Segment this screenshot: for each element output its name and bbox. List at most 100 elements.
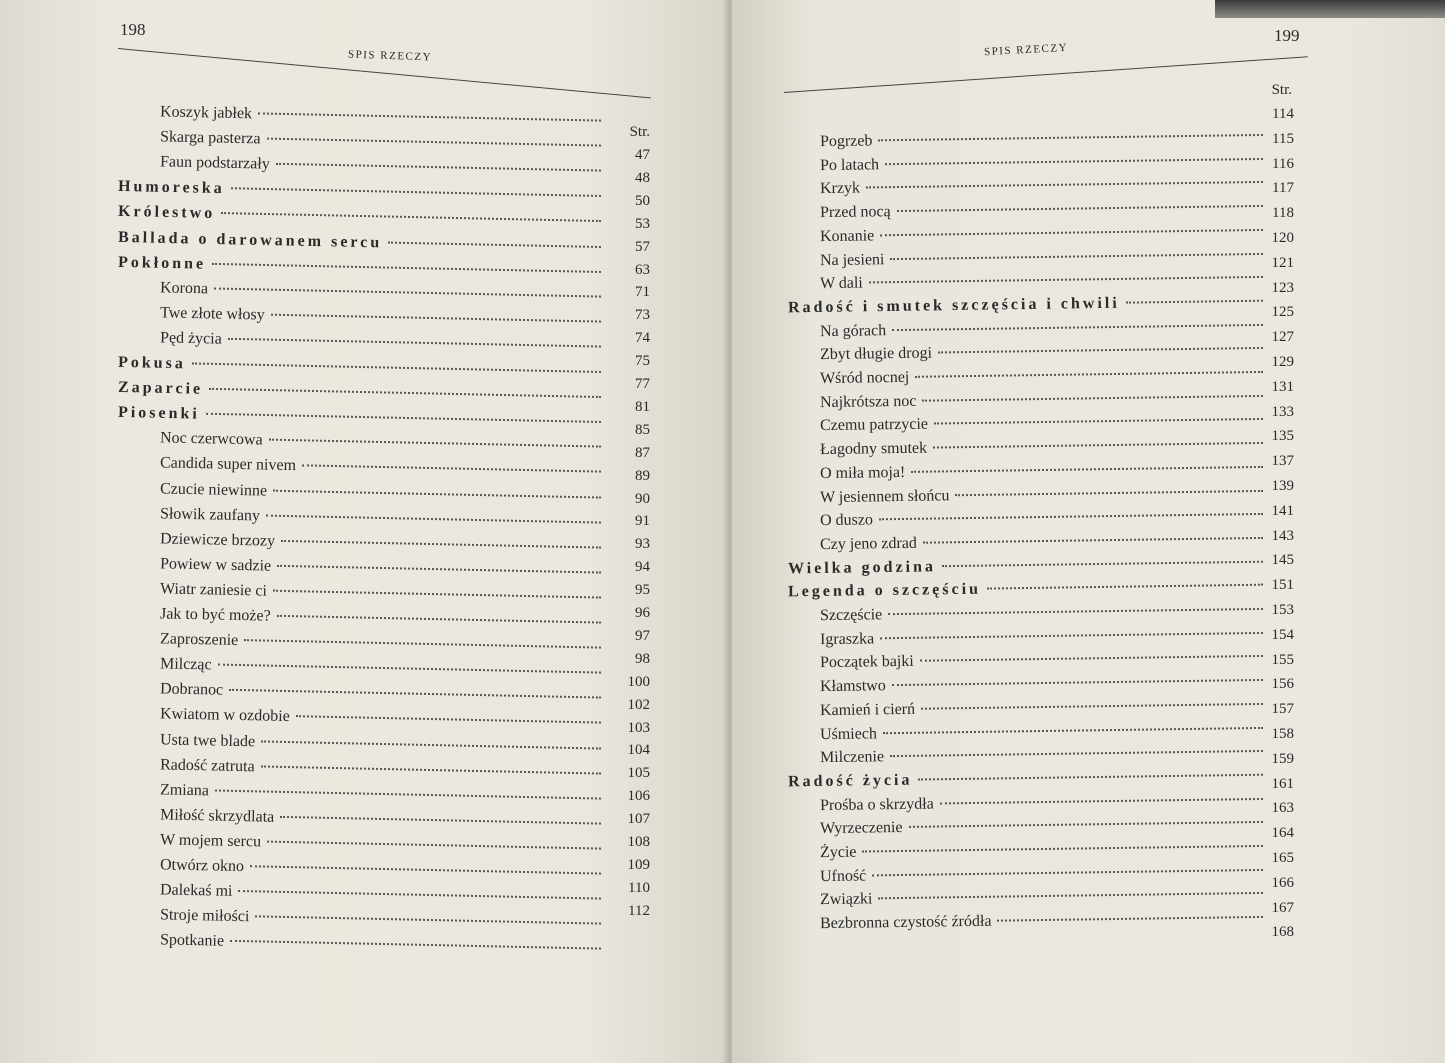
toc-entry-title: Powiew w sadzie bbox=[159, 555, 272, 575]
dot-leader bbox=[255, 915, 601, 925]
toc-page-number: 74 bbox=[635, 330, 650, 347]
toc-entry-title: Dziewicze brzozy bbox=[159, 530, 276, 550]
toc-entry-title: Szczęście bbox=[819, 606, 883, 625]
toc-entry-title: Zmiana bbox=[159, 781, 210, 800]
toc-entry: Pokłonne bbox=[118, 253, 605, 281]
toc-entry-title: Twe złote włosy bbox=[159, 304, 265, 324]
toc-entry: Po latach bbox=[820, 151, 1267, 175]
toc-entry: Miłość skrzydlata bbox=[160, 806, 605, 833]
toc-page-number: 141 bbox=[1271, 502, 1295, 519]
toc-entry-title: Krzyk bbox=[819, 179, 861, 198]
toc-page-number: 125 bbox=[1271, 304, 1295, 321]
dot-leader bbox=[258, 112, 601, 122]
toc-entry-title: Królestwo bbox=[117, 203, 216, 223]
toc-entry: Kwiatom w ozdobie bbox=[160, 706, 605, 733]
toc-page-number: 129 bbox=[1271, 354, 1295, 370]
toc-entry-title: Na górach bbox=[819, 321, 887, 340]
dot-leader bbox=[986, 584, 1263, 590]
toc-entry-title: O duszo bbox=[819, 511, 874, 530]
toc-entry-title: Prośba o skrzydła bbox=[819, 795, 934, 814]
toc-entry-title: Legenda o szczęściu bbox=[787, 580, 982, 601]
dot-leader bbox=[918, 773, 1263, 781]
toc-entry-title: O miła moja! bbox=[819, 463, 906, 482]
dot-leader bbox=[244, 639, 601, 649]
toc-page-number: 110 bbox=[628, 879, 650, 896]
toc-entry-title: Życie bbox=[819, 843, 857, 862]
toc-entry: Królestwo bbox=[118, 203, 605, 231]
toc-entry: Wiatr zaniesie ci bbox=[160, 580, 605, 607]
toc-page-number: 107 bbox=[627, 811, 651, 828]
toc-entry: Bezbronna czystość źródła bbox=[820, 909, 1267, 933]
toc-entry: Uśmiech bbox=[820, 719, 1267, 743]
toc-entry-title: Koszyk jabłek bbox=[159, 103, 253, 123]
toc-entry-title: Wyrzeczenie bbox=[819, 819, 903, 838]
toc-entry: Najkrótsza noc bbox=[820, 388, 1267, 412]
toc-entry: Dalekaś mi bbox=[160, 881, 605, 908]
dot-leader bbox=[266, 514, 601, 524]
dot-leader bbox=[878, 513, 1263, 521]
dot-leader bbox=[277, 564, 601, 574]
toc-entry-title: Radość zatruta bbox=[159, 755, 255, 775]
toc-entry-title: Milcząc bbox=[159, 655, 212, 674]
toc-page-number: 121 bbox=[1271, 254, 1295, 271]
toc-entry: Pokusa bbox=[118, 354, 605, 382]
toc-entry: Zbyt długie drogi bbox=[820, 340, 1267, 364]
toc-page-number: 47 bbox=[635, 147, 650, 163]
toc-page-number: 114 bbox=[1272, 106, 1294, 122]
dot-leader bbox=[878, 892, 1263, 900]
toc-entry: Wielka godzina bbox=[788, 553, 1267, 578]
toc-entry-title: Wiatr zaniesie ci bbox=[159, 580, 268, 600]
toc-entry: Krzyk bbox=[820, 174, 1267, 198]
dot-leader bbox=[273, 489, 601, 499]
toc-page-number: 103 bbox=[627, 719, 651, 736]
toc-page-number: 167 bbox=[1271, 899, 1295, 916]
toc-entry: Dziewicze brzozy bbox=[160, 530, 605, 557]
toc-page-number: 96 bbox=[635, 605, 650, 621]
toc-entry-title: Bezbronna czystość źródła bbox=[819, 912, 992, 933]
toc-page-number: 102 bbox=[627, 696, 651, 713]
toc-page-number: 157 bbox=[1271, 701, 1295, 718]
toc-page-number: 73 bbox=[635, 307, 650, 324]
toc-entry-title: Dobranoc bbox=[159, 680, 224, 699]
dot-leader bbox=[281, 539, 601, 549]
running-head: SPIS RZECZY bbox=[983, 41, 1069, 59]
dot-leader bbox=[908, 821, 1263, 829]
toc-page-number: 104 bbox=[627, 742, 651, 759]
toc-entry-title: Czucie niewinne bbox=[159, 479, 268, 500]
toc-page-number: 98 bbox=[635, 650, 650, 667]
dot-leader bbox=[214, 287, 601, 298]
toc-page-number: 106 bbox=[627, 788, 651, 805]
toc-page-number: 108 bbox=[627, 834, 651, 850]
toc-entry: Legenda o szczęściu bbox=[788, 577, 1267, 602]
toc-entry: Candida super nivem bbox=[160, 455, 605, 482]
dot-leader bbox=[922, 536, 1263, 544]
toc-page-number: 89 bbox=[635, 467, 650, 484]
dot-leader bbox=[937, 347, 1263, 354]
toc-page-number: 155 bbox=[1271, 651, 1295, 668]
dot-leader bbox=[212, 262, 601, 273]
dot-leader bbox=[896, 205, 1263, 213]
dot-leader bbox=[227, 337, 601, 348]
toc-entry: Czemu patrzycie bbox=[820, 411, 1267, 435]
header-rule bbox=[783, 56, 1308, 93]
toc-entry: Zaproszenie bbox=[160, 630, 605, 657]
toc-page-number: 116 bbox=[1272, 155, 1294, 172]
dot-leader bbox=[892, 323, 1263, 331]
toc-entry-title: Zaproszenie bbox=[159, 630, 239, 650]
toc-entry: Zaparcie bbox=[118, 379, 605, 407]
dot-leader bbox=[275, 162, 601, 172]
toc-entry: Kłamstwo bbox=[820, 672, 1267, 696]
toc-page-number: 151 bbox=[1271, 577, 1295, 594]
dot-leader bbox=[230, 940, 601, 950]
dot-leader bbox=[868, 276, 1263, 284]
toc-entry: Usta twe blade bbox=[160, 731, 605, 758]
toc-page-number: 120 bbox=[1271, 230, 1295, 246]
toc-entry: Pęd życia bbox=[160, 329, 605, 356]
dot-leader bbox=[939, 797, 1263, 805]
toc-entry-title: Kwiatom w ozdobie bbox=[159, 705, 290, 726]
toc-page-number: 159 bbox=[1271, 750, 1295, 767]
toc-entry-title: Radość i smutek szczęścia i chwili bbox=[787, 294, 1120, 317]
toc-page-number: 94 bbox=[635, 559, 650, 576]
toc-page-number: 115 bbox=[1272, 130, 1294, 147]
toc-entry: Zmiana bbox=[160, 781, 605, 808]
